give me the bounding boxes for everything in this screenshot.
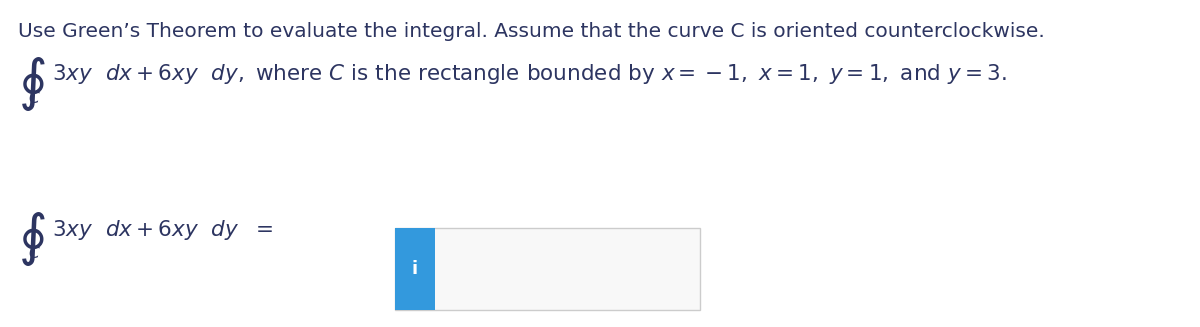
- Text: $\oint$: $\oint$: [18, 55, 46, 113]
- Bar: [395, 228, 700, 310]
- Text: $3xy\ \ dx + 6xy\ \ dy\ \ =$: $3xy\ \ dx + 6xy\ \ dy\ \ =$: [52, 218, 274, 242]
- Bar: [395, 228, 436, 310]
- Text: $\oint$: $\oint$: [18, 210, 46, 268]
- Text: Use Green’s Theorem to evaluate the integral. Assume that the curve C is oriente: Use Green’s Theorem to evaluate the inte…: [18, 22, 1045, 41]
- Text: i: i: [412, 260, 418, 278]
- Text: $C$: $C$: [28, 90, 41, 106]
- Text: $3xy\ \ dx + 6xy\ \ dy$$,\ \mathrm{where}\ C\ \mathrm{is\ the\ rectangle\ bounde: $3xy\ \ dx + 6xy\ \ dy$$,\ \mathrm{where…: [52, 62, 1007, 86]
- Text: $C$: $C$: [28, 245, 41, 261]
